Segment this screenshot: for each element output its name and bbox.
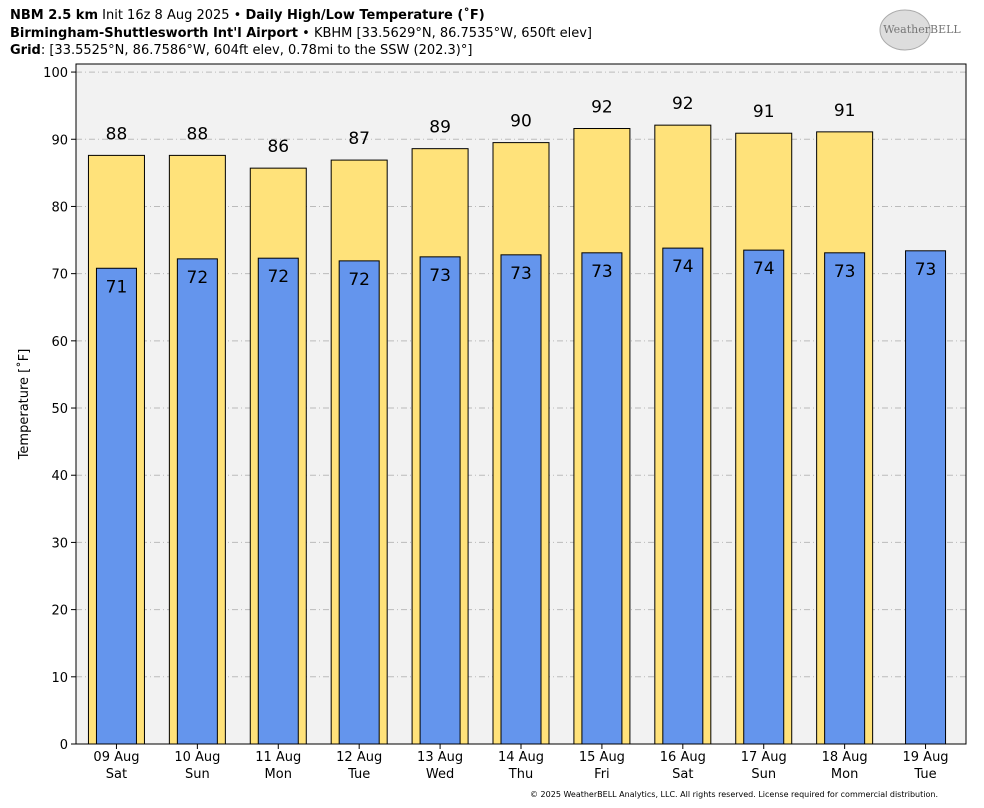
plot-frame [75,63,967,745]
bar [581,252,623,745]
x-tick-label: 13 Aug [417,750,463,765]
x-tick-label: 19 Aug [903,750,949,765]
x-tick-label: 14 Aug [498,750,544,765]
x-tick-label: 15 Aug [579,750,625,765]
value-label: 88 [187,124,209,144]
y-tick-label: 20 [51,604,68,619]
x-tick-sublabel: Thu [508,767,533,782]
x-tick-sublabel: Mon [831,767,858,782]
value-label: 73 [591,262,613,282]
station-info: • KBHM [33.5629°N, 86.7535°W, 650ft elev… [298,26,592,41]
x-tick-sublabel: Tue [913,767,936,782]
footer: © 2025 WeatherBELL Analytics, LLC. All r… [530,790,938,799]
value-label: 91 [753,102,775,122]
bar [95,267,137,745]
value-label: 73 [915,260,937,280]
value-label: 74 [753,259,775,279]
y-tick-label: 80 [51,200,68,215]
x-tick-sublabel: Mon [265,767,292,782]
x-tick-sublabel: Fri [594,767,610,782]
y-tick-label: 60 [51,335,68,350]
value-label: 72 [348,270,370,290]
bar [662,247,704,745]
value-label: 88 [106,124,128,144]
value-label: 73 [510,264,532,284]
x-tick-label: 16 Aug [660,750,706,765]
x-tick-sublabel: Sun [185,767,210,782]
y-axis-label: Temperature [˚F] [16,349,32,461]
bar [419,256,461,745]
value-label: 72 [187,268,209,288]
logo: WeatherBELL [883,23,961,36]
bar [176,258,218,745]
x-tick-label: 09 Aug [93,750,139,765]
value-label: 91 [834,101,856,121]
value-label: 86 [267,137,289,157]
logo-icon [879,9,931,51]
y-tick-label: 10 [51,671,68,686]
value-label: 92 [591,98,613,118]
title-line: NBM 2.5 km Init 16z 8 Aug 2025 • Daily H… [10,7,485,23]
y-tick-label: 100 [43,66,68,81]
value-label: 90 [510,112,532,132]
y-tick-label: 50 [51,402,68,417]
bar [500,254,542,745]
value-label: 89 [429,118,451,138]
bar [824,252,866,745]
x-tick-sublabel: Tue [347,767,370,782]
x-tick-label: 18 Aug [822,750,868,765]
station: Birmingham-Shuttlesworth Int'l Airport [10,26,298,41]
grid-info: : [33.5525°N, 86.7586°W, 604ft elev, 0.7… [41,43,473,58]
x-tick-label: 12 Aug [336,750,382,765]
x-tick-sublabel: Wed [426,767,454,782]
value-label: 74 [672,257,694,277]
bar [257,257,299,745]
title-line: Grid: [33.5525°N, 86.7586°W, 604ft elev,… [10,43,472,58]
y-tick-label: 0 [60,738,68,753]
x-tick-label: 10 Aug [174,750,220,765]
x-tick-sublabel: Sat [672,767,693,782]
value-label: 73 [834,262,856,282]
model: NBM 2.5 km [10,8,98,23]
y-tick-label: 40 [51,469,68,484]
product: Daily High/Low Temperature (˚F) [245,7,484,23]
init: Init 16z 8 Aug 2025 • [98,8,245,23]
value-label: 92 [672,94,694,114]
x-tick-sublabel: Sat [106,767,127,782]
value-label: 73 [429,266,451,286]
y-tick-label: 70 [51,268,68,283]
bar [743,249,785,745]
value-label: 71 [106,277,128,297]
x-tick-label: 11 Aug [255,750,301,765]
x-tick-sublabel: Sun [751,767,776,782]
value-label: 87 [348,129,370,149]
bar [338,260,380,745]
title-line: Birmingham-Shuttlesworth Int'l Airport •… [10,26,592,41]
y-tick-label: 30 [51,536,68,551]
grid-label: Grid [10,43,41,58]
bar [905,250,947,745]
y-tick-label: 90 [51,133,68,148]
value-label: 72 [267,267,289,287]
x-tick-label: 17 Aug [741,750,787,765]
